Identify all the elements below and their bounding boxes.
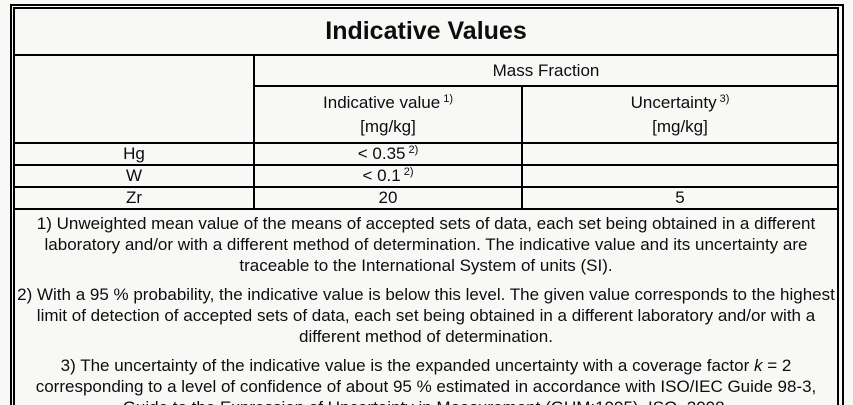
indicative-value-cell: < 0.35 2) bbox=[253, 142, 523, 166]
footnote-3-text: 3) The uncertainty of the indicative val… bbox=[60, 356, 754, 375]
table-row-zr: Zr 20 5 bbox=[13, 186, 840, 210]
element-cell: Zr bbox=[13, 186, 255, 210]
footnote-2: 2) With a 95 % probability, the indicati… bbox=[17, 285, 835, 346]
footnote-1: 1) Unweighted mean value of the means of… bbox=[36, 214, 816, 275]
column-label: Uncertainty bbox=[630, 92, 717, 112]
indicative-value: < 0.1 bbox=[362, 166, 401, 185]
table-row-w: W < 0.1 2) bbox=[13, 164, 840, 188]
column-label: Indicative value bbox=[323, 92, 441, 112]
page-title: Indicative Values bbox=[12, 7, 840, 56]
table-row-hg: Hg < 0.35 2) bbox=[13, 142, 840, 166]
table-outer-frame: Indicative Values Mass Fraction Indicati… bbox=[10, 4, 844, 405]
indicative-values-table: Indicative Values Mass Fraction Indicati… bbox=[12, 7, 840, 405]
footnote-ref-2: 2) bbox=[408, 144, 419, 156]
uncertainty-cell: 5 bbox=[520, 186, 840, 210]
footnote-3-text: = 2 corresponding to a level of confiden… bbox=[35, 356, 817, 405]
column-header-indicative-value: Indicative value 1) [mg/kg] bbox=[253, 85, 523, 144]
footnote-ref-3: 3) bbox=[719, 92, 730, 105]
title-row: Indicative Values bbox=[12, 7, 840, 56]
indicative-value: < 0.35 bbox=[357, 144, 406, 163]
group-header-mass-fraction: Mass Fraction bbox=[252, 54, 840, 87]
empty-header-cell bbox=[13, 54, 255, 144]
group-header-row: Mass Fraction bbox=[13, 54, 840, 144]
column-header-row: Indicative value 1) [mg/kg] Uncertainty 3)… bbox=[14, 85, 840, 144]
indicative-value-cell: < 0.1 2) bbox=[253, 164, 523, 188]
footnotes-section: 1) Unweighted mean value of the means of… bbox=[12, 208, 840, 405]
element-cell: W bbox=[13, 164, 255, 188]
footnote-ref-1: 1) bbox=[443, 92, 453, 105]
indicative-value-cell: 20 bbox=[253, 186, 523, 210]
footnote-3-k-symbol: k bbox=[754, 356, 763, 375]
column-unit: [mg/kg] bbox=[652, 116, 708, 136]
footnote-3: 3) The uncertainty of the indicative val… bbox=[16, 355, 836, 405]
footnote-ref-2: 2) bbox=[403, 166, 414, 178]
column-unit: [mg/kg] bbox=[360, 116, 416, 136]
element-cell: Hg bbox=[13, 142, 255, 166]
uncertainty-cell bbox=[520, 142, 840, 166]
column-header-uncertainty: Uncertainty 3) [mg/kg] bbox=[520, 85, 840, 144]
indicative-value: 20 bbox=[378, 188, 398, 207]
footnotes-row: 1) Unweighted mean value of the means of… bbox=[12, 208, 840, 405]
uncertainty-cell bbox=[520, 164, 840, 188]
